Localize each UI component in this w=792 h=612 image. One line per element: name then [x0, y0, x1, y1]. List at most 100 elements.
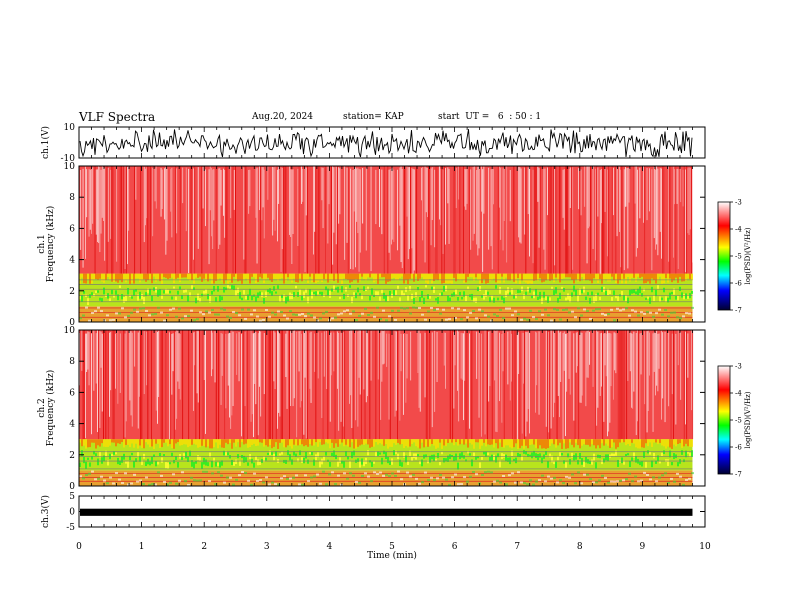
- band-texture: [454, 316, 457, 319]
- band-texture: [169, 481, 172, 484]
- noise-streak: [221, 333, 223, 376]
- y-tick-label: 8: [69, 193, 75, 203]
- band-texture: [87, 457, 89, 460]
- band-texture: [649, 297, 651, 304]
- band-texture: [211, 472, 214, 475]
- noise-streak: [482, 169, 484, 272]
- band-texture: [661, 273, 663, 284]
- band-texture: [277, 439, 279, 449]
- sferic-streak: [334, 330, 336, 440]
- band-texture: [91, 439, 93, 443]
- noise-streak: [466, 166, 468, 204]
- band-texture: [335, 287, 337, 290]
- band-texture: [491, 295, 493, 300]
- band-texture: [293, 439, 295, 445]
- band-texture: [321, 291, 323, 296]
- band-texture: [496, 314, 499, 317]
- band-texture: [580, 314, 583, 317]
- noise-streak: [565, 333, 566, 437]
- sferic-streak: [103, 330, 104, 440]
- band-texture: [637, 273, 639, 277]
- band-texture: [147, 458, 149, 465]
- sferic-streak: [555, 166, 557, 274]
- noise-streak: [489, 331, 491, 387]
- band-texture: [595, 273, 597, 281]
- band-texture: [511, 314, 514, 317]
- sferic-streak: [590, 166, 592, 274]
- band-texture: [263, 456, 265, 463]
- band-texture: [265, 291, 267, 298]
- band-texture: [310, 314, 313, 317]
- band-texture: [415, 292, 417, 297]
- band-texture: [551, 439, 553, 444]
- noise-streak: [518, 332, 520, 375]
- noise-streak: [422, 166, 424, 241]
- noise-streak: [563, 169, 565, 230]
- band-texture: [283, 439, 285, 448]
- band-texture: [441, 451, 443, 455]
- band-texture: [285, 439, 287, 448]
- band-texture: [207, 273, 209, 282]
- band-texture: [538, 479, 541, 482]
- band-texture: [295, 313, 298, 316]
- band-texture: [519, 273, 521, 284]
- band-texture: [556, 481, 559, 484]
- noise-streak: [585, 332, 587, 407]
- band-texture: [163, 454, 165, 457]
- band-texture: [159, 439, 161, 448]
- noise-streak: [477, 166, 479, 256]
- band-texture: [383, 450, 385, 455]
- band-texture: [313, 459, 315, 466]
- band-texture: [313, 291, 315, 295]
- band-texture: [199, 298, 201, 303]
- band-texture: [655, 460, 657, 464]
- band-texture: [111, 454, 113, 457]
- band-texture: [691, 472, 694, 475]
- band-texture: [154, 483, 157, 486]
- band-texture: [634, 475, 637, 478]
- band-texture: [484, 471, 487, 474]
- band-texture: [394, 318, 397, 321]
- band-texture: [567, 439, 569, 449]
- sferic-streak: [319, 166, 320, 274]
- noise-streak: [357, 331, 359, 427]
- noise-streak: [607, 169, 608, 257]
- noise-streak: [176, 330, 178, 419]
- noise-streak: [445, 168, 446, 245]
- band-texture: [117, 294, 119, 301]
- noise-streak: [499, 166, 500, 208]
- band-texture: [370, 480, 373, 483]
- band-texture: [461, 439, 463, 444]
- noise-streak: [350, 168, 352, 269]
- band-texture: [447, 439, 449, 443]
- band-texture: [196, 479, 199, 482]
- noise-streak: [303, 331, 305, 435]
- noise-streak: [545, 330, 547, 427]
- sferic-streak: [553, 166, 554, 274]
- band-texture: [529, 454, 531, 457]
- band-texture: [463, 291, 465, 297]
- band-texture: [329, 273, 331, 281]
- band-texture: [417, 273, 419, 281]
- band-texture: [226, 315, 229, 318]
- noise-streak: [103, 167, 104, 221]
- band-texture: [193, 319, 196, 322]
- band-texture: [421, 439, 423, 443]
- band-texture: [259, 319, 262, 322]
- band-texture: [337, 474, 340, 477]
- band-texture: [201, 462, 203, 469]
- colorbar-tick-label: -4: [735, 390, 742, 398]
- band-texture: [509, 439, 511, 448]
- band-texture: [561, 439, 563, 449]
- noise-streak: [548, 332, 550, 433]
- noise-streak: [442, 169, 444, 254]
- band-texture: [689, 452, 691, 458]
- band-texture: [315, 439, 317, 443]
- band-texture: [622, 479, 625, 482]
- noise-streak: [454, 332, 456, 366]
- band-texture: [358, 481, 361, 484]
- band-texture: [507, 273, 509, 281]
- band-texture: [513, 294, 515, 299]
- noise-streak: [481, 333, 482, 437]
- band-texture: [187, 273, 189, 280]
